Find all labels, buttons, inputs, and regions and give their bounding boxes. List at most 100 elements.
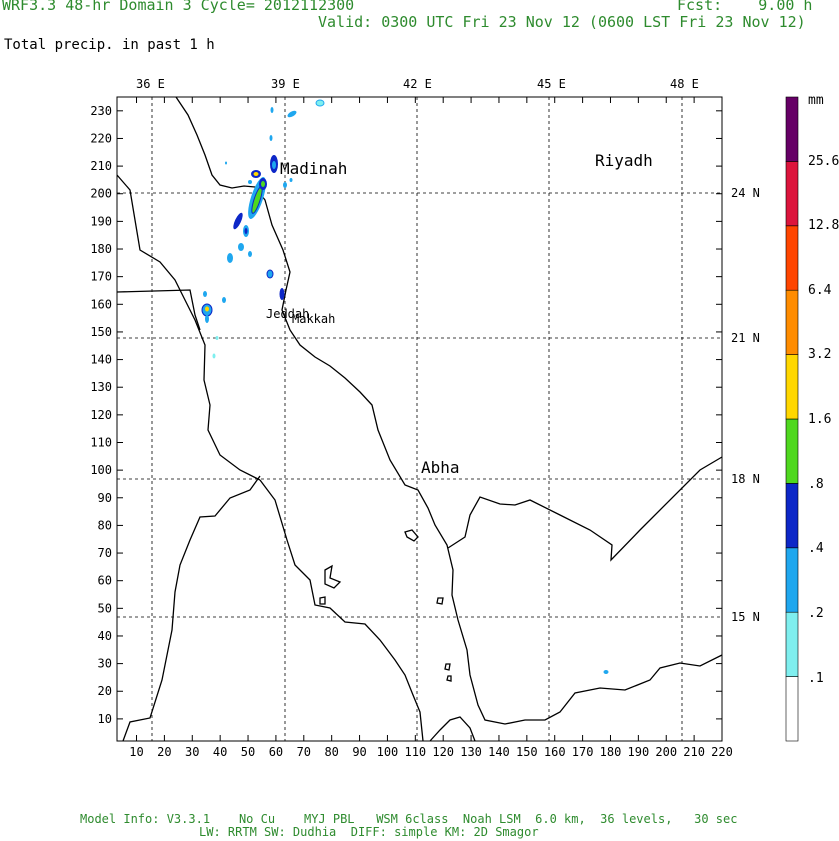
x-tick-label: 180 (600, 745, 622, 759)
colorbar (785, 96, 799, 742)
precip-patch (233, 212, 243, 230)
x-tick-label: 80 (324, 745, 338, 759)
colorbar-swatch (785, 289, 799, 355)
precip-patch (222, 297, 226, 303)
x-tick-label: 20 (157, 745, 171, 759)
coastlines-borders (116, 96, 723, 742)
x-tick-label: 170 (572, 745, 594, 759)
precip-patch (212, 353, 216, 359)
x-tick-label: 200 (655, 745, 677, 759)
field-name: Total precip. in past 1 h (4, 37, 215, 53)
y-tick-label: 80 (98, 518, 112, 532)
colorbar-labels: 25.6 12.8 6.4 3.2 1.6 .8 .4 .2 .1 (808, 154, 839, 686)
city-label-riyadh: Riyadh (595, 151, 653, 170)
precip-patch (205, 315, 209, 323)
x-tick-labels: 10 20 30 40 50 60 70 80 90 100 110 120 130 140 150 160 1… (129, 745, 733, 759)
colorbar-swatch (785, 611, 799, 677)
lat-label-15n: 15 N (731, 610, 760, 624)
precip-patch (266, 269, 274, 279)
y-tick-label: 90 (98, 491, 112, 505)
lon-label-36e: 36 E (136, 77, 165, 91)
y-tick-label: 50 (98, 601, 112, 615)
city-label-madinah: Madinah (280, 159, 347, 178)
precip-patch (261, 181, 265, 187)
colorbar-label: .2 (808, 606, 824, 621)
x-tick-label: 120 (432, 745, 454, 759)
axis-ticks (117, 97, 723, 741)
x-tick-label: 10 (129, 745, 143, 759)
lon-label-48e: 48 E (670, 77, 699, 91)
city-label-jeddah: Jeddah (266, 307, 309, 321)
model-info-line1: Model Info: V3.3.1 No Cu MYJ PBL WSM 6cl… (80, 812, 738, 826)
colorbar-swatch (785, 418, 799, 484)
colorbar-swatch (785, 96, 799, 162)
colorbar-swatch (785, 225, 799, 291)
y-tick-label: 10 (98, 712, 112, 726)
forecast-hour: Fcst: 9.00 h (677, 0, 813, 14)
x-tick-label: 220 (711, 745, 733, 759)
y-tick-label: 180 (90, 242, 112, 256)
y-tick-label: 200 (90, 187, 112, 201)
lat-label-21n: 21 N (731, 331, 760, 345)
precip-patch (279, 288, 285, 300)
colorbar-label: 25.6 (808, 154, 839, 169)
colorbar-swatch (785, 483, 799, 549)
y-tick-label: 160 (90, 297, 112, 311)
x-tick-label: 40 (213, 745, 227, 759)
precip-patch (248, 251, 252, 257)
model-info-line2: LW: RRTM SW: Dudhia DIFF: simple KM: 2D … (199, 825, 539, 839)
precip-patch (315, 99, 325, 107)
precip-patch (205, 306, 209, 312)
lon-label-42e: 42 E (403, 77, 432, 91)
precip-patch (248, 180, 252, 184)
x-tick-label: 50 (241, 745, 255, 759)
x-tick-label: 130 (460, 745, 482, 759)
y-tick-label: 70 (98, 546, 112, 560)
lat-label-18n: 18 N (731, 472, 760, 486)
x-tick-label: 210 (683, 745, 705, 759)
precip-patch (287, 110, 297, 118)
precip-patch (244, 228, 248, 234)
map-frame (116, 96, 723, 742)
x-tick-label: 160 (544, 745, 566, 759)
x-tick-label: 100 (377, 745, 399, 759)
y-tick-label: 40 (98, 629, 112, 643)
colorbar-swatch (785, 676, 799, 742)
precip-patch (283, 182, 287, 188)
x-tick-label: 190 (628, 745, 650, 759)
precip-patch (272, 161, 276, 169)
y-tick-label: 220 (90, 131, 112, 145)
y-tick-label: 150 (90, 325, 112, 339)
precip-patch (227, 253, 233, 263)
chart-title: WRF3.3 48-hr Domain 3 Cycle= 2012112300 (2, 0, 355, 14)
precip-patch (603, 670, 609, 674)
colorbar-label: 12.8 (808, 218, 839, 233)
precip-patch (253, 172, 259, 176)
colorbar-label: 1.6 (808, 412, 831, 427)
valid-time: Valid: 0300 UTC Fri 23 Nov 12 (0600 LST … (318, 13, 806, 31)
y-tick-label: 120 (90, 408, 112, 422)
city-label-makkah: Makkah (292, 312, 335, 326)
y-tick-label: 110 (90, 435, 112, 449)
y-tick-label: 130 (90, 380, 112, 394)
lon-label-45e: 45 E (537, 77, 566, 91)
colorbar-unit: mm (808, 93, 824, 108)
x-tick-label: 90 (352, 745, 366, 759)
x-tick-label: 60 (269, 745, 283, 759)
x-tick-label: 30 (185, 745, 199, 759)
precip-patch (269, 135, 273, 141)
precip-patch (270, 107, 274, 113)
colorbar-label: .4 (808, 541, 824, 556)
colorbar-swatch (785, 354, 799, 420)
graticule (117, 97, 722, 741)
y-tick-label: 230 (90, 104, 112, 118)
precip-patch (203, 291, 207, 297)
colorbar-label: .1 (808, 671, 824, 686)
y-tick-label: 210 (90, 159, 112, 173)
x-tick-label: 140 (488, 745, 510, 759)
y-tick-label: 20 (98, 684, 112, 698)
y-tick-labels: 10 20 30 40 50 60 70 80 90 100 110 120 130 140 150 160 1… (90, 104, 112, 726)
colorbar-label: 3.2 (808, 347, 831, 362)
precip-patch (215, 336, 219, 340)
